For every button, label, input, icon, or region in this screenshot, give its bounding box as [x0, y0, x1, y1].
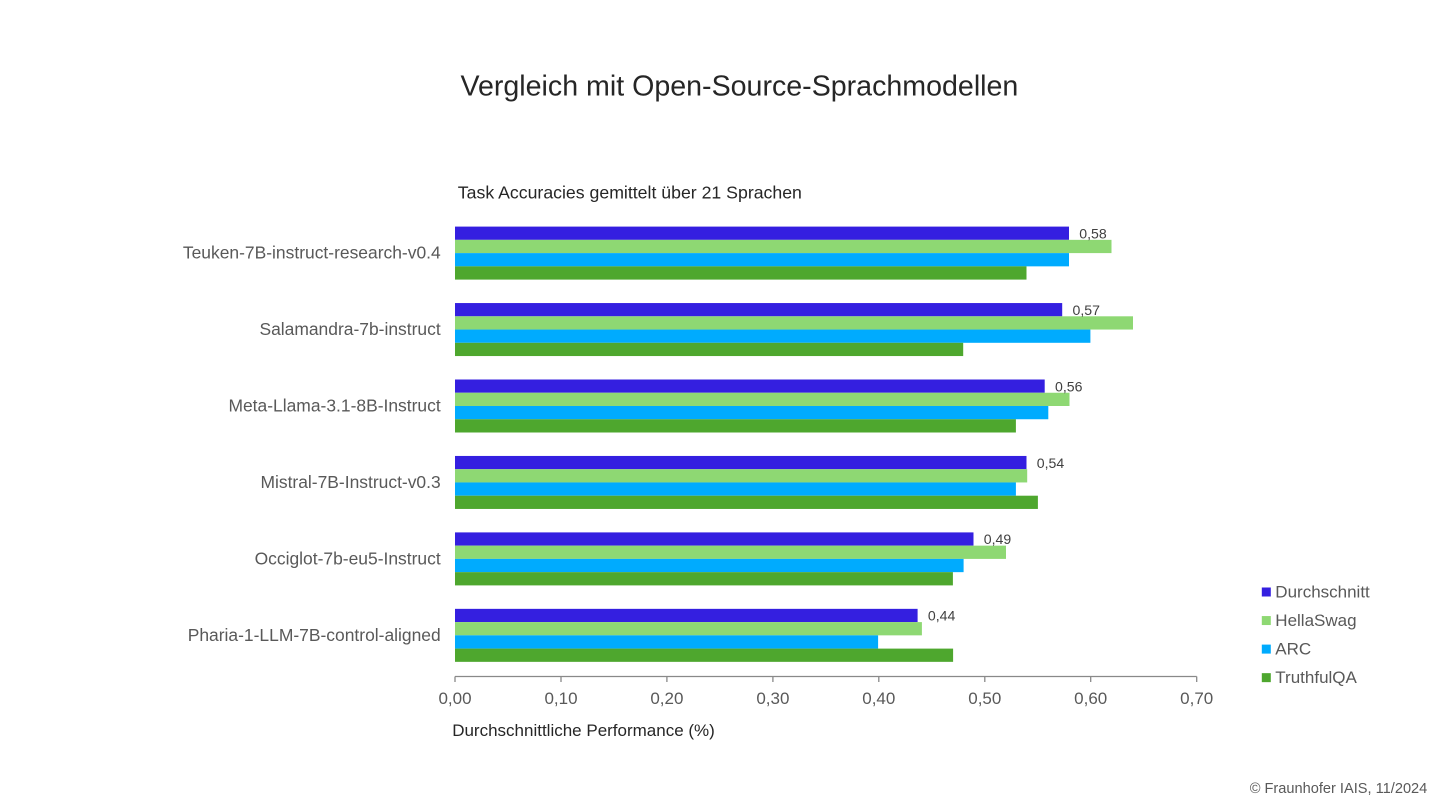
svg-text:Task Accuracies gemittelt über: Task Accuracies gemittelt über 21 Sprach… [458, 183, 802, 203]
svg-text:Teuken-7B-instruct-research-v0: Teuken-7B-instruct-research-v0.4 [183, 243, 441, 263]
svg-text:Durchschnitt: Durchschnitt [1275, 582, 1370, 601]
svg-text:0,40: 0,40 [862, 689, 895, 708]
svg-text:0,60: 0,60 [1074, 689, 1107, 708]
svg-text:Mistral-7B-Instruct-v0.3: Mistral-7B-Instruct-v0.3 [260, 472, 440, 492]
svg-text:0,00: 0,00 [438, 689, 471, 708]
svg-text:Vergleich mit Open-Source-Spra: Vergleich mit Open-Source-Sprachmodellen [460, 70, 1018, 102]
svg-text:Occiglot-7b-eu5-Instruct: Occiglot-7b-eu5-Instruct [255, 548, 441, 568]
svg-text:0,20: 0,20 [650, 689, 683, 708]
svg-text:0,57: 0,57 [1073, 302, 1101, 318]
svg-text:0,30: 0,30 [756, 689, 789, 708]
svg-text:0,56: 0,56 [1055, 378, 1083, 394]
svg-text:© Fraunhofer IAIS, 11/2024: © Fraunhofer IAIS, 11/2024 [1250, 781, 1428, 797]
svg-text:HellaSwag: HellaSwag [1275, 611, 1356, 630]
svg-text:Pharia-1-LLM-7B-control-aligne: Pharia-1-LLM-7B-control-aligned [188, 625, 441, 645]
svg-text:Meta-Llama-3.1-8B-Instruct: Meta-Llama-3.1-8B-Instruct [228, 395, 440, 415]
svg-text:ARC: ARC [1275, 640, 1311, 659]
svg-text:0,54: 0,54 [1037, 455, 1065, 471]
svg-text:Durchschnittliche Performance: Durchschnittliche Performance (%) [452, 721, 715, 740]
svg-text:0,44: 0,44 [928, 608, 956, 624]
svg-text:0,58: 0,58 [1079, 225, 1107, 241]
svg-text:0,70: 0,70 [1180, 689, 1213, 708]
svg-text:0,49: 0,49 [984, 531, 1012, 547]
svg-text:TruthfulQA: TruthfulQA [1275, 668, 1357, 687]
svg-text:Salamandra-7b-instruct: Salamandra-7b-instruct [259, 319, 440, 339]
svg-text:0,10: 0,10 [544, 689, 577, 708]
svg-text:0,50: 0,50 [968, 689, 1001, 708]
